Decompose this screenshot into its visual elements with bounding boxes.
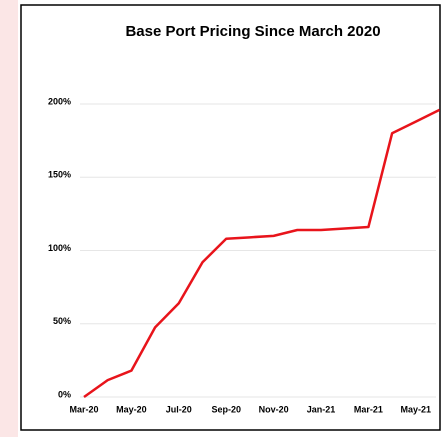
x-tick-label: Mar-21 — [354, 404, 383, 414]
y-tick-label: 100% — [48, 243, 71, 253]
x-tick-label: Nov-20 — [259, 404, 289, 414]
y-tick-label: 0% — [58, 389, 71, 399]
y-tick-label: 200% — [48, 96, 71, 106]
y-tick-label: 150% — [48, 170, 71, 180]
x-tick-label: May-20 — [116, 404, 147, 414]
y-tick-label: 50% — [53, 316, 71, 326]
x-tick-label: Jan-21 — [307, 404, 336, 414]
x-tick-label: Jul-20 — [166, 404, 192, 414]
x-tick-label: Sep-20 — [211, 404, 241, 414]
x-tick-label: May-21 — [401, 404, 432, 414]
side-strip — [0, 0, 18, 437]
line-series — [83, 108, 441, 399]
chart-frame — [20, 4, 441, 431]
chart-title: Base Port Pricing Since March 2020 — [125, 23, 380, 40]
x-tick-label: Mar-20 — [69, 404, 98, 414]
